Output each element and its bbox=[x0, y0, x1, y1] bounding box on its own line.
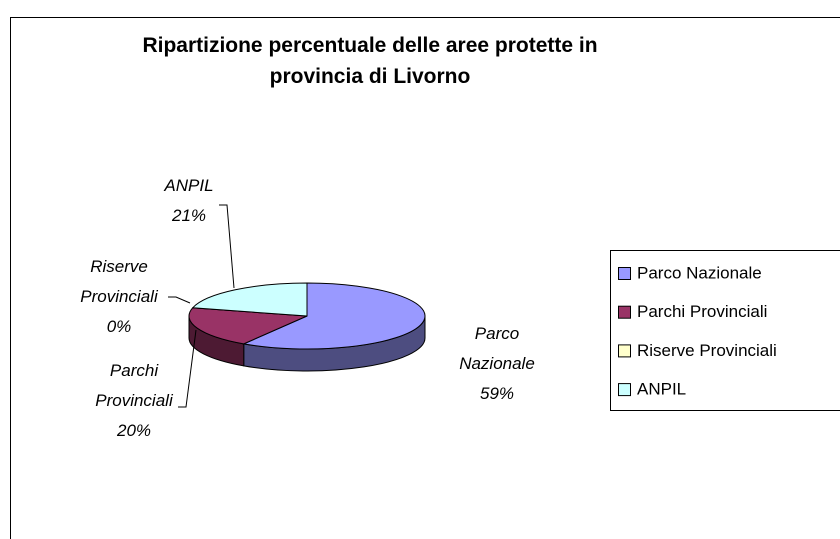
legend-label: Riserve Provinciali bbox=[637, 341, 777, 360]
data-label-word: Provinciali bbox=[80, 287, 159, 306]
data-label-value: 0% bbox=[107, 317, 132, 336]
data-label-category: Parchi Provinciali bbox=[95, 361, 174, 410]
legend-label: Parco Nazionale bbox=[637, 263, 762, 282]
legend-swatch bbox=[618, 305, 631, 319]
data-label-category: ANPIL bbox=[163, 176, 213, 195]
data-label-word: Nazionale bbox=[459, 354, 535, 373]
leader-line bbox=[219, 204, 235, 289]
legend-box bbox=[610, 250, 840, 411]
title-box: Ripartizione percentuale delle aree prot… bbox=[142, 34, 598, 88]
legend-swatch bbox=[618, 344, 631, 358]
slice bbox=[188, 307, 308, 345]
data-label: Parchi Provinciali 20% bbox=[95, 361, 174, 440]
data-label-value: 20% bbox=[116, 421, 151, 440]
data-label-word: Riserve bbox=[90, 257, 148, 276]
data-label-word: Provinciali bbox=[95, 391, 174, 410]
data-label-word: Parchi bbox=[110, 361, 159, 380]
data-label-category: Parco Nazionale bbox=[459, 324, 535, 373]
leader-line bbox=[178, 329, 197, 408]
legend-swatch bbox=[618, 383, 631, 397]
data-label-category: Riserve Provinciali bbox=[80, 257, 159, 306]
data-label-word: ANPIL bbox=[163, 176, 213, 195]
legend-label: Parchi Provinciali bbox=[637, 302, 767, 321]
data-label-value: 59% bbox=[480, 384, 514, 403]
chart-title: Ripartizione percentuale delle aree prot… bbox=[142, 34, 598, 88]
data-label: ANPIL 21% bbox=[163, 176, 213, 225]
legend-swatch bbox=[618, 267, 631, 280]
legend-label: ANPIL bbox=[637, 380, 686, 399]
data-label: Riserve Provinciali 0% bbox=[80, 257, 159, 336]
data-label-word: Parco bbox=[475, 324, 519, 343]
data-label-value: 21% bbox=[171, 206, 206, 225]
data-label: Parco Nazionale 59% bbox=[459, 324, 535, 403]
leader-line bbox=[168, 296, 191, 304]
slice bbox=[191, 282, 308, 317]
slice bbox=[242, 282, 426, 350]
